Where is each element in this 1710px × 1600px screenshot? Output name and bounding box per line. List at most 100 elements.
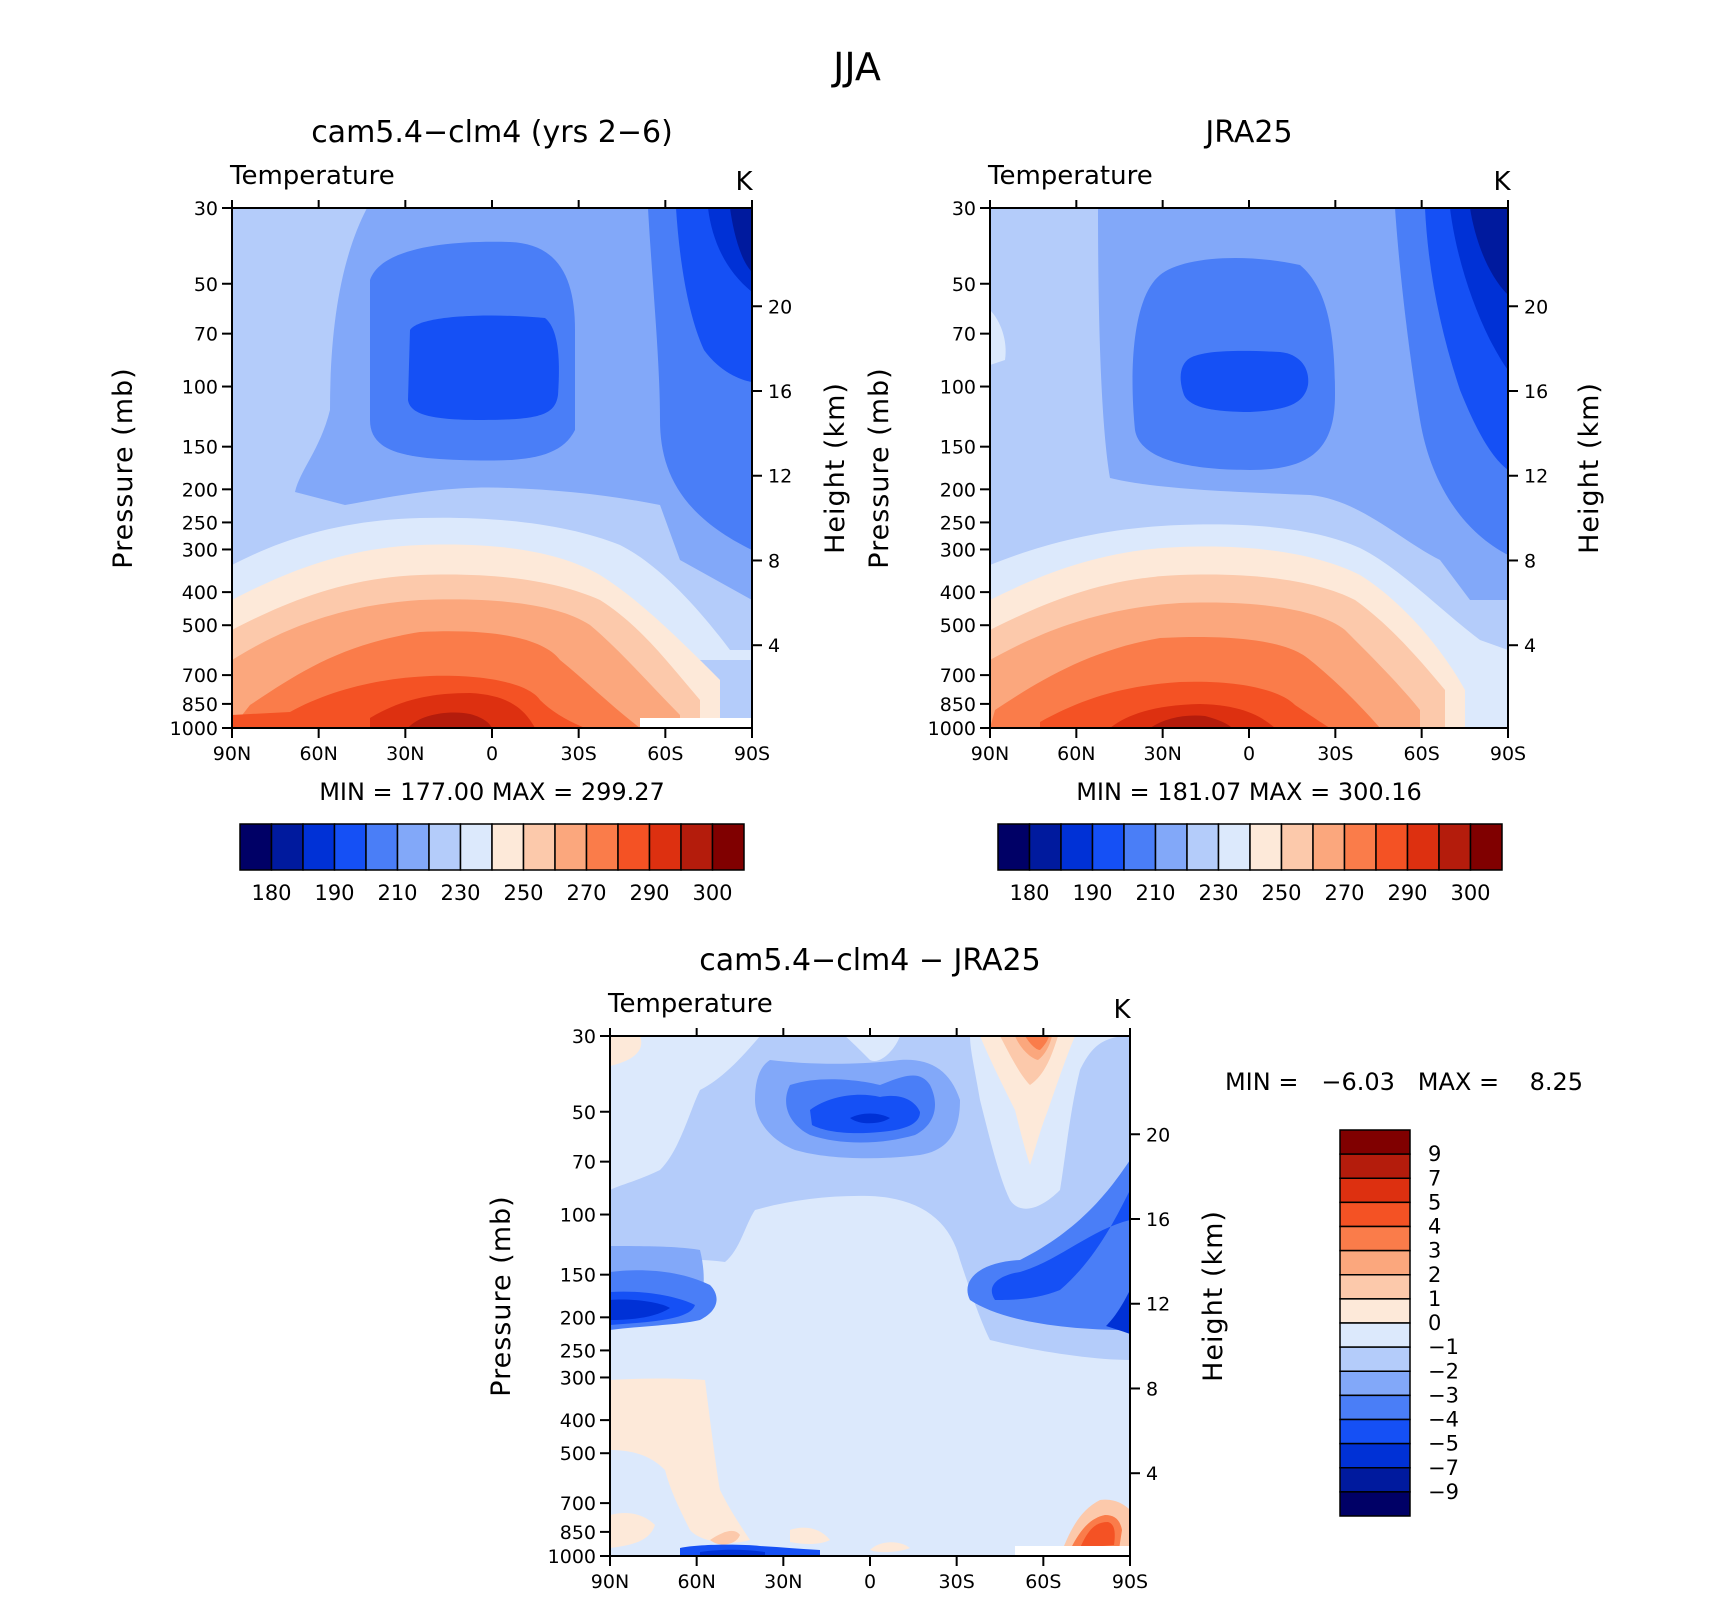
y-tick-label: 70	[572, 1152, 596, 1174]
colorbar-swatch	[1312, 823, 1346, 871]
colorbar-swatch	[1406, 823, 1440, 871]
colorbar-label: 250	[503, 881, 543, 905]
colorbar-swatch	[1249, 823, 1283, 871]
y-tick-label: 30	[194, 198, 218, 220]
panel-title: cam5.4−clm4 − JRA25	[699, 943, 1040, 978]
colorbar-swatch	[1339, 1418, 1411, 1445]
y-tick-label: 300	[182, 539, 218, 561]
colorbar-label: 290	[1387, 881, 1427, 905]
units-label: K	[735, 167, 753, 197]
colorbar-swatch	[1339, 1322, 1411, 1348]
colorbar-swatch	[239, 823, 273, 871]
contour-band-299	[408, 712, 492, 728]
colorbar-swatch	[302, 823, 336, 871]
y-tick-label: 850	[182, 694, 218, 716]
y-tick-label: 700	[182, 665, 218, 687]
colorbar-swatch	[648, 823, 682, 871]
colorbar-label: 9	[1428, 1142, 1441, 1166]
colorbar-swatch	[1339, 1370, 1411, 1397]
height-tick-label: 16	[768, 381, 792, 403]
units-label: K	[1493, 167, 1511, 197]
x-tick-label: 0	[486, 743, 498, 765]
colorbar-swatch	[365, 823, 399, 871]
colorbar-swatch	[1339, 1467, 1411, 1493]
colorbar-swatch	[1339, 1298, 1411, 1324]
colorbar-label: 0	[1428, 1311, 1441, 1335]
height-tick-label: 8	[768, 550, 780, 572]
colorbar-swatch	[554, 823, 588, 871]
units-label: K	[1113, 995, 1131, 1025]
colorbar-label: −2	[1428, 1359, 1459, 1383]
colorbar-label: 210	[377, 881, 417, 905]
y-tick-label: 850	[940, 694, 976, 716]
contour-band-295	[370, 693, 535, 728]
height-tick-label: 8	[1146, 1378, 1158, 1400]
colorbar-swatch	[1339, 1129, 1411, 1155]
contour-band-polar-4	[730, 208, 752, 272]
height-tick-label: 20	[768, 296, 792, 318]
colorbar-swatch	[585, 823, 619, 871]
y-tick-label: 200	[940, 479, 976, 501]
colorbar-label: 4	[1428, 1215, 1441, 1239]
contour-band-0-1-sfc-2	[790, 1527, 830, 1545]
colorbar-swatch	[1438, 823, 1472, 871]
contour-band-neg5-7-east	[1106, 1290, 1130, 1334]
height-tick-label: 20	[1524, 296, 1548, 318]
colorbar-label: 180	[251, 881, 291, 905]
y-tick-label: 100	[182, 377, 218, 399]
colorbar-label: 1	[1428, 1287, 1441, 1311]
y-axis-title: Pressure (mb)	[108, 367, 139, 568]
colorbar-label: 250	[1261, 881, 1301, 905]
x-tick-label: 60N	[1057, 743, 1095, 765]
y-axis-title-right: Height (km)	[820, 382, 851, 554]
colorbar-label: 270	[1324, 881, 1364, 905]
colorbar-swatch	[1339, 1201, 1411, 1228]
y-tick-label: 300	[560, 1367, 596, 1389]
y-tick-label: 500	[560, 1443, 596, 1465]
y-tick-label: 1000	[170, 718, 218, 740]
y-tick-label: 70	[952, 324, 976, 346]
colorbar-swatch	[1339, 1153, 1411, 1179]
x-tick-label: 90N	[213, 743, 251, 765]
colorbar-label: 190	[1072, 881, 1112, 905]
colorbar-swatch	[1339, 1394, 1411, 1421]
x-tick-label: 0	[864, 1571, 876, 1593]
y-tick-label: 500	[940, 615, 976, 637]
y-tick-label: 300	[940, 539, 976, 561]
colorbar-swatch	[711, 823, 745, 871]
colorbar-swatch	[1339, 1346, 1411, 1372]
colorbar-label: −1	[1428, 1335, 1459, 1359]
height-tick-label: 4	[768, 635, 780, 657]
y-axis-title: Pressure (mb)	[864, 367, 895, 568]
contour-band-neg5-7-sfc	[700, 1549, 765, 1556]
colorbar-swatch	[491, 823, 525, 871]
contour-band-299	[1150, 715, 1232, 728]
x-tick-label: 60N	[677, 1571, 715, 1593]
colorbar-swatch	[1469, 823, 1503, 871]
colorbar-swatch	[680, 823, 714, 871]
x-tick-label: 90N	[971, 743, 1009, 765]
colorbar-swatch	[617, 823, 651, 871]
colorbar-swatch	[1339, 1177, 1411, 1204]
x-tick-label: 30S	[939, 1571, 975, 1593]
colorbar-label: 300	[692, 881, 732, 905]
y-tick-label: 1000	[548, 1546, 596, 1568]
min-max-stats: MIN = −6.03 MAX = 8.25	[1225, 1068, 1583, 1096]
x-tick-label: 30N	[764, 1571, 802, 1593]
colorbar-swatch	[1339, 1274, 1411, 1300]
variable-label: Temperature	[607, 989, 773, 1019]
y-tick-label: 100	[940, 377, 976, 399]
y-tick-label: 250	[940, 512, 976, 534]
colorbar: 180 190 210 230 250 270 290 300	[997, 823, 1503, 905]
y-tick-label: 50	[952, 274, 976, 296]
panel-title: JRA25	[1203, 115, 1292, 150]
height-tick-label: 12	[1146, 1294, 1170, 1316]
axes: 305070100150200250300400500700850100090N…	[928, 198, 1549, 765]
height-tick-label: 16	[1146, 1209, 1170, 1231]
colorbar-label: 3	[1428, 1239, 1441, 1263]
colorbar-swatch	[270, 823, 304, 871]
y-tick-label: 400	[940, 582, 976, 604]
colorbar-swatch	[1028, 823, 1062, 871]
